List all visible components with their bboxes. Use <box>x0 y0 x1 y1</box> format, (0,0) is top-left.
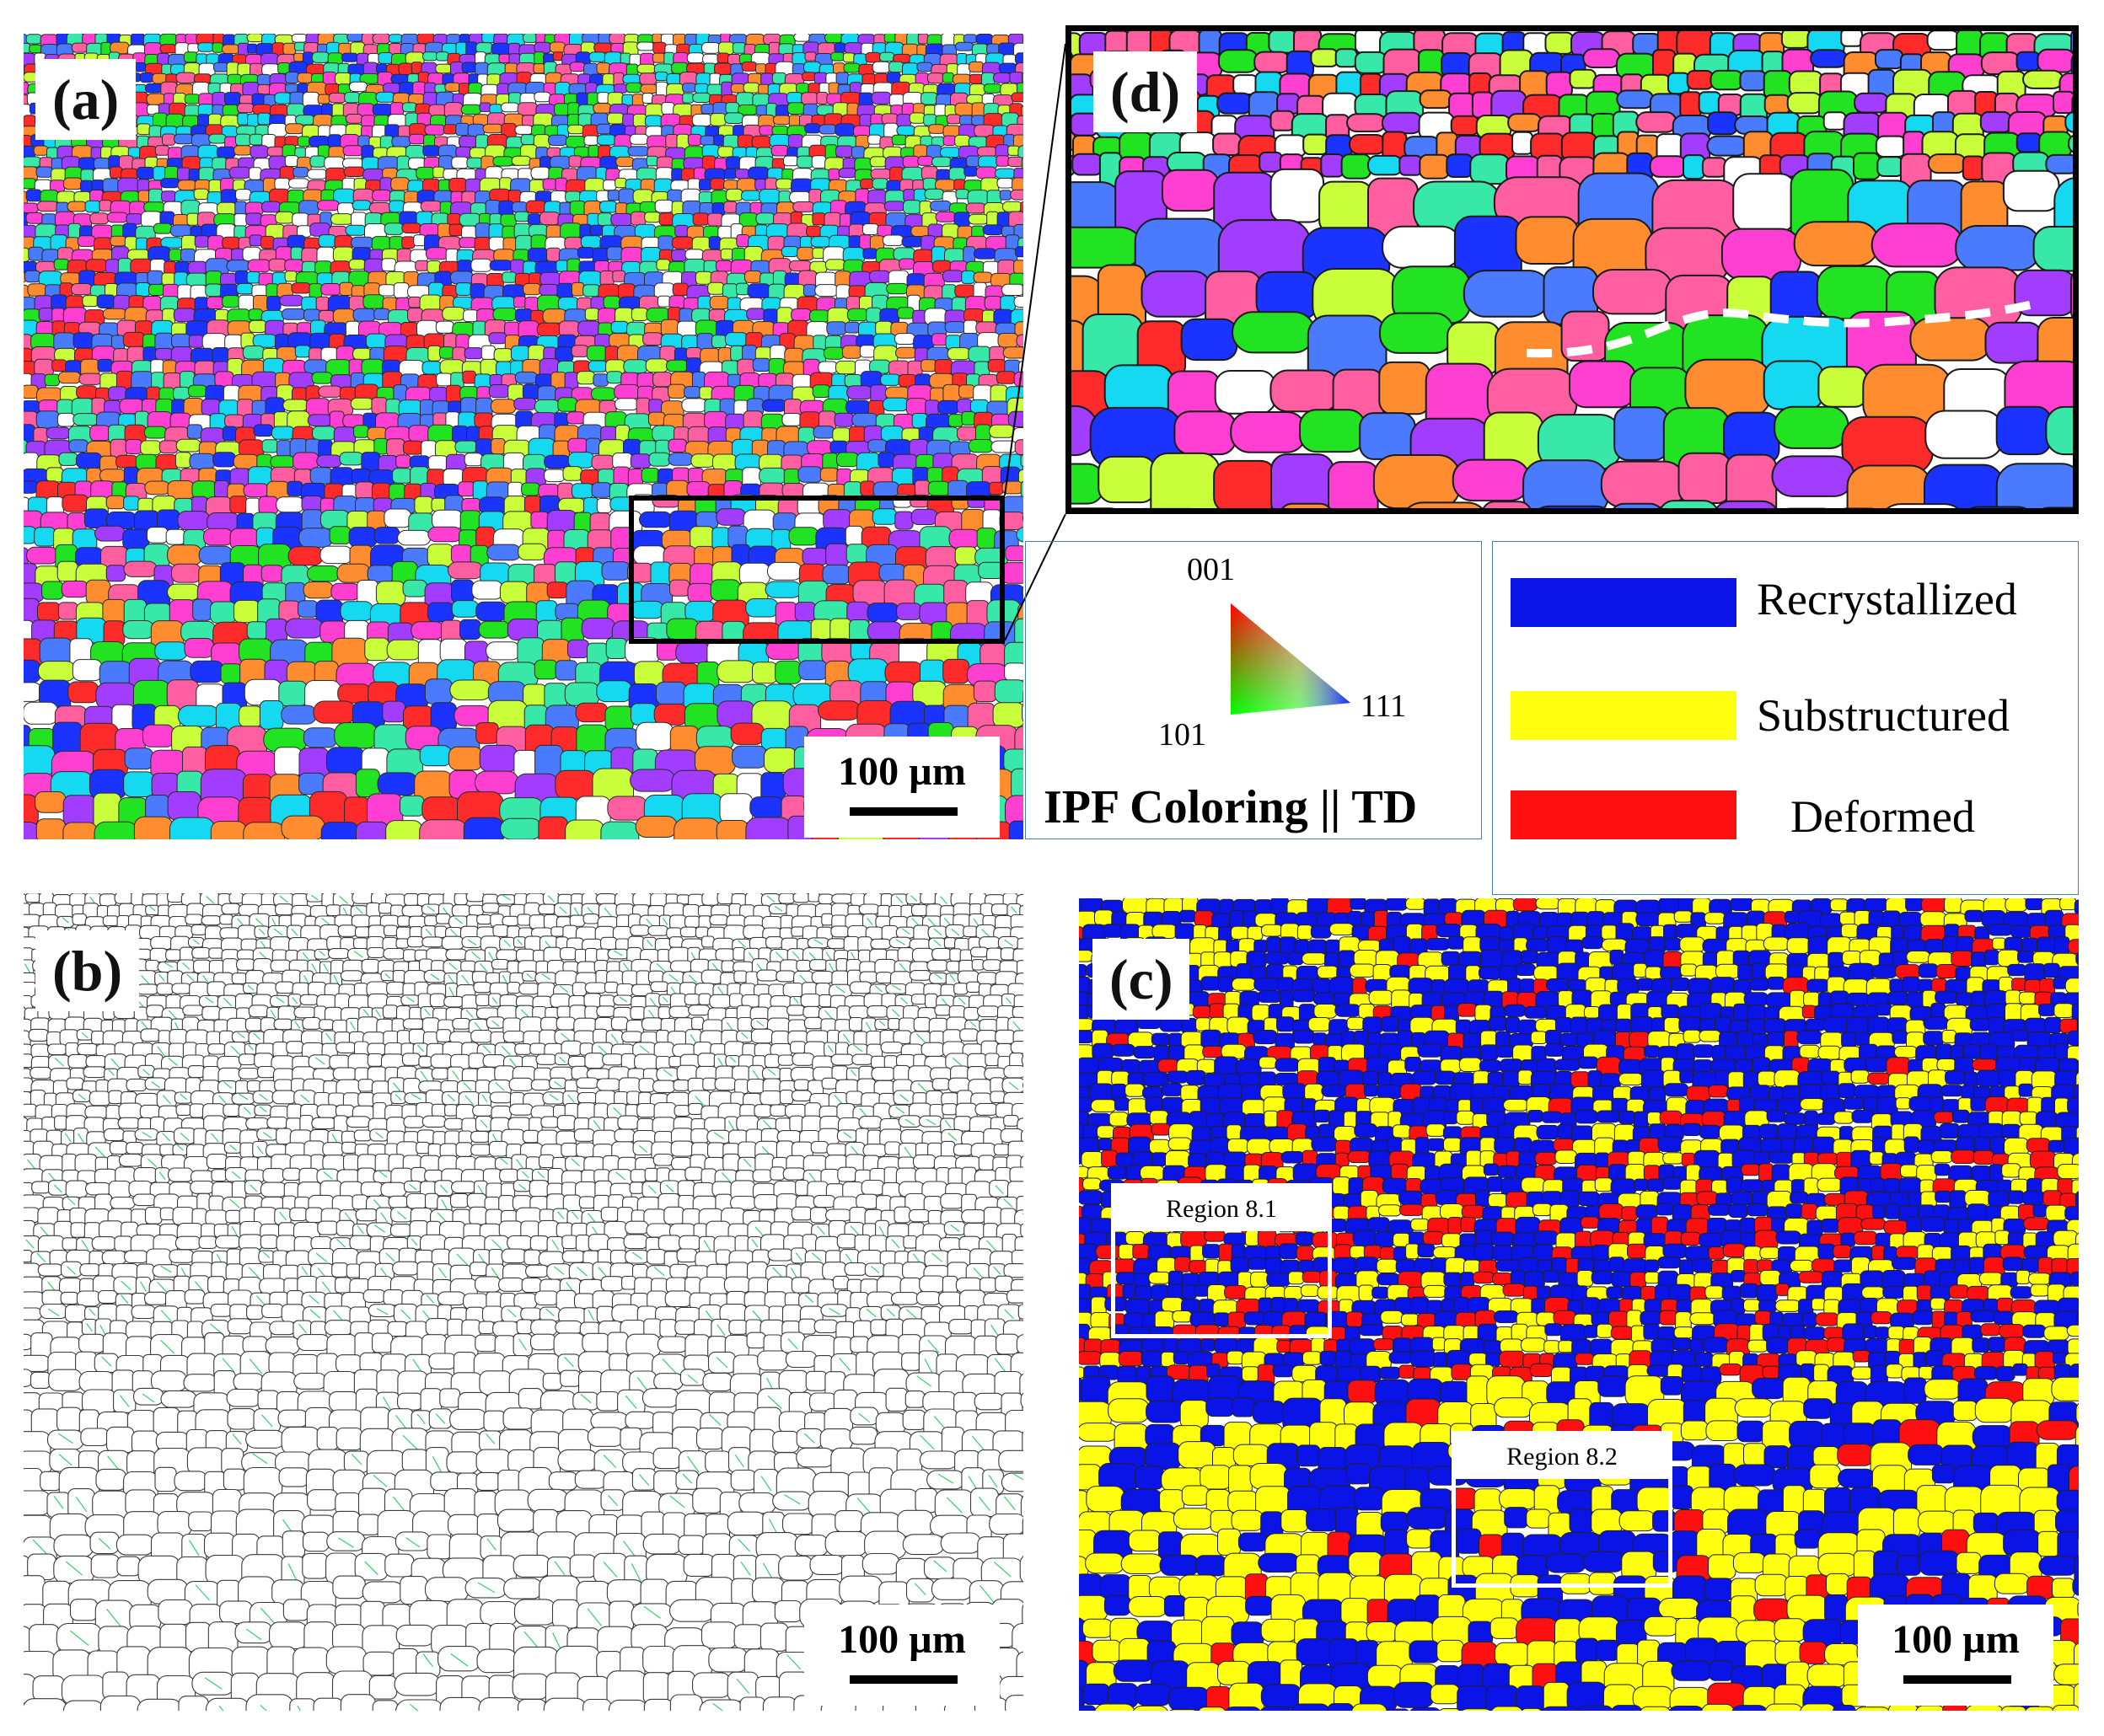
panel-label-c: (c) <box>1092 939 1190 1020</box>
legend-label-recrystallized: Recrystallized <box>1757 574 2017 624</box>
ipf-corner-101: 101 <box>1158 717 1206 753</box>
zoom-region-box <box>629 496 1005 644</box>
grain-boundary-map <box>24 893 1023 1711</box>
ipf-grain-map <box>24 34 1023 839</box>
ipf-zoom-panel-d: (d) <box>1065 25 2079 514</box>
panel-label-b: (b) <box>35 930 140 1011</box>
region-box-8-2: Region 8.2 <box>1452 1431 1672 1588</box>
scale-bar-label: 100 µm <box>838 749 966 794</box>
region-box-8-1: Region 8.1 <box>1111 1183 1332 1338</box>
scale-bar-label: 100 µm <box>1892 1617 2020 1662</box>
legend-swatch-substructured <box>1511 691 1736 740</box>
scale-bar-label: 100 µm <box>838 1617 966 1662</box>
legend-label-substructured: Substructured <box>1757 690 2010 741</box>
scale-bar-line <box>1903 1675 2011 1684</box>
grain-boundary-panel-b: (b) 100 µm <box>24 893 1023 1711</box>
ipf-corner-001: 001 <box>1187 552 1235 587</box>
scale-bar-line <box>850 807 958 816</box>
scale-bar-b: 100 µm <box>804 1605 1000 1706</box>
ipf-key-frame <box>1025 541 1482 839</box>
region-label: Region 8.1 <box>1115 1187 1328 1231</box>
legend-swatch-recrystallized <box>1511 578 1736 627</box>
ipf-zoom-grain-map <box>1071 31 2073 508</box>
ipf-map-panel-a: (a) 100 µm <box>24 34 1023 839</box>
legend-label-deformed: Deformed <box>1790 791 1975 842</box>
grain-boundary-dashed-line <box>1526 298 2042 358</box>
ipf-color-triangle <box>1231 603 1350 715</box>
scale-bar-c: 100 µm <box>1858 1605 2053 1706</box>
ipf-key-title: IPF Coloring || TD <box>1044 781 1418 833</box>
ipf-corner-111: 111 <box>1361 689 1407 724</box>
legend-swatch-deformed <box>1511 790 1736 839</box>
panel-label-a: (a) <box>35 59 137 140</box>
recrystallization-panel-c: (c) Region 8.1 Region 8.2 100 µm <box>1079 898 2079 1711</box>
scale-bar-a: 100 µm <box>804 737 1000 838</box>
region-label: Region 8.2 <box>1456 1435 1668 1479</box>
scale-bar-line <box>850 1675 958 1684</box>
panel-label-d: (d) <box>1093 51 1198 132</box>
legend-frame <box>1492 541 2079 895</box>
